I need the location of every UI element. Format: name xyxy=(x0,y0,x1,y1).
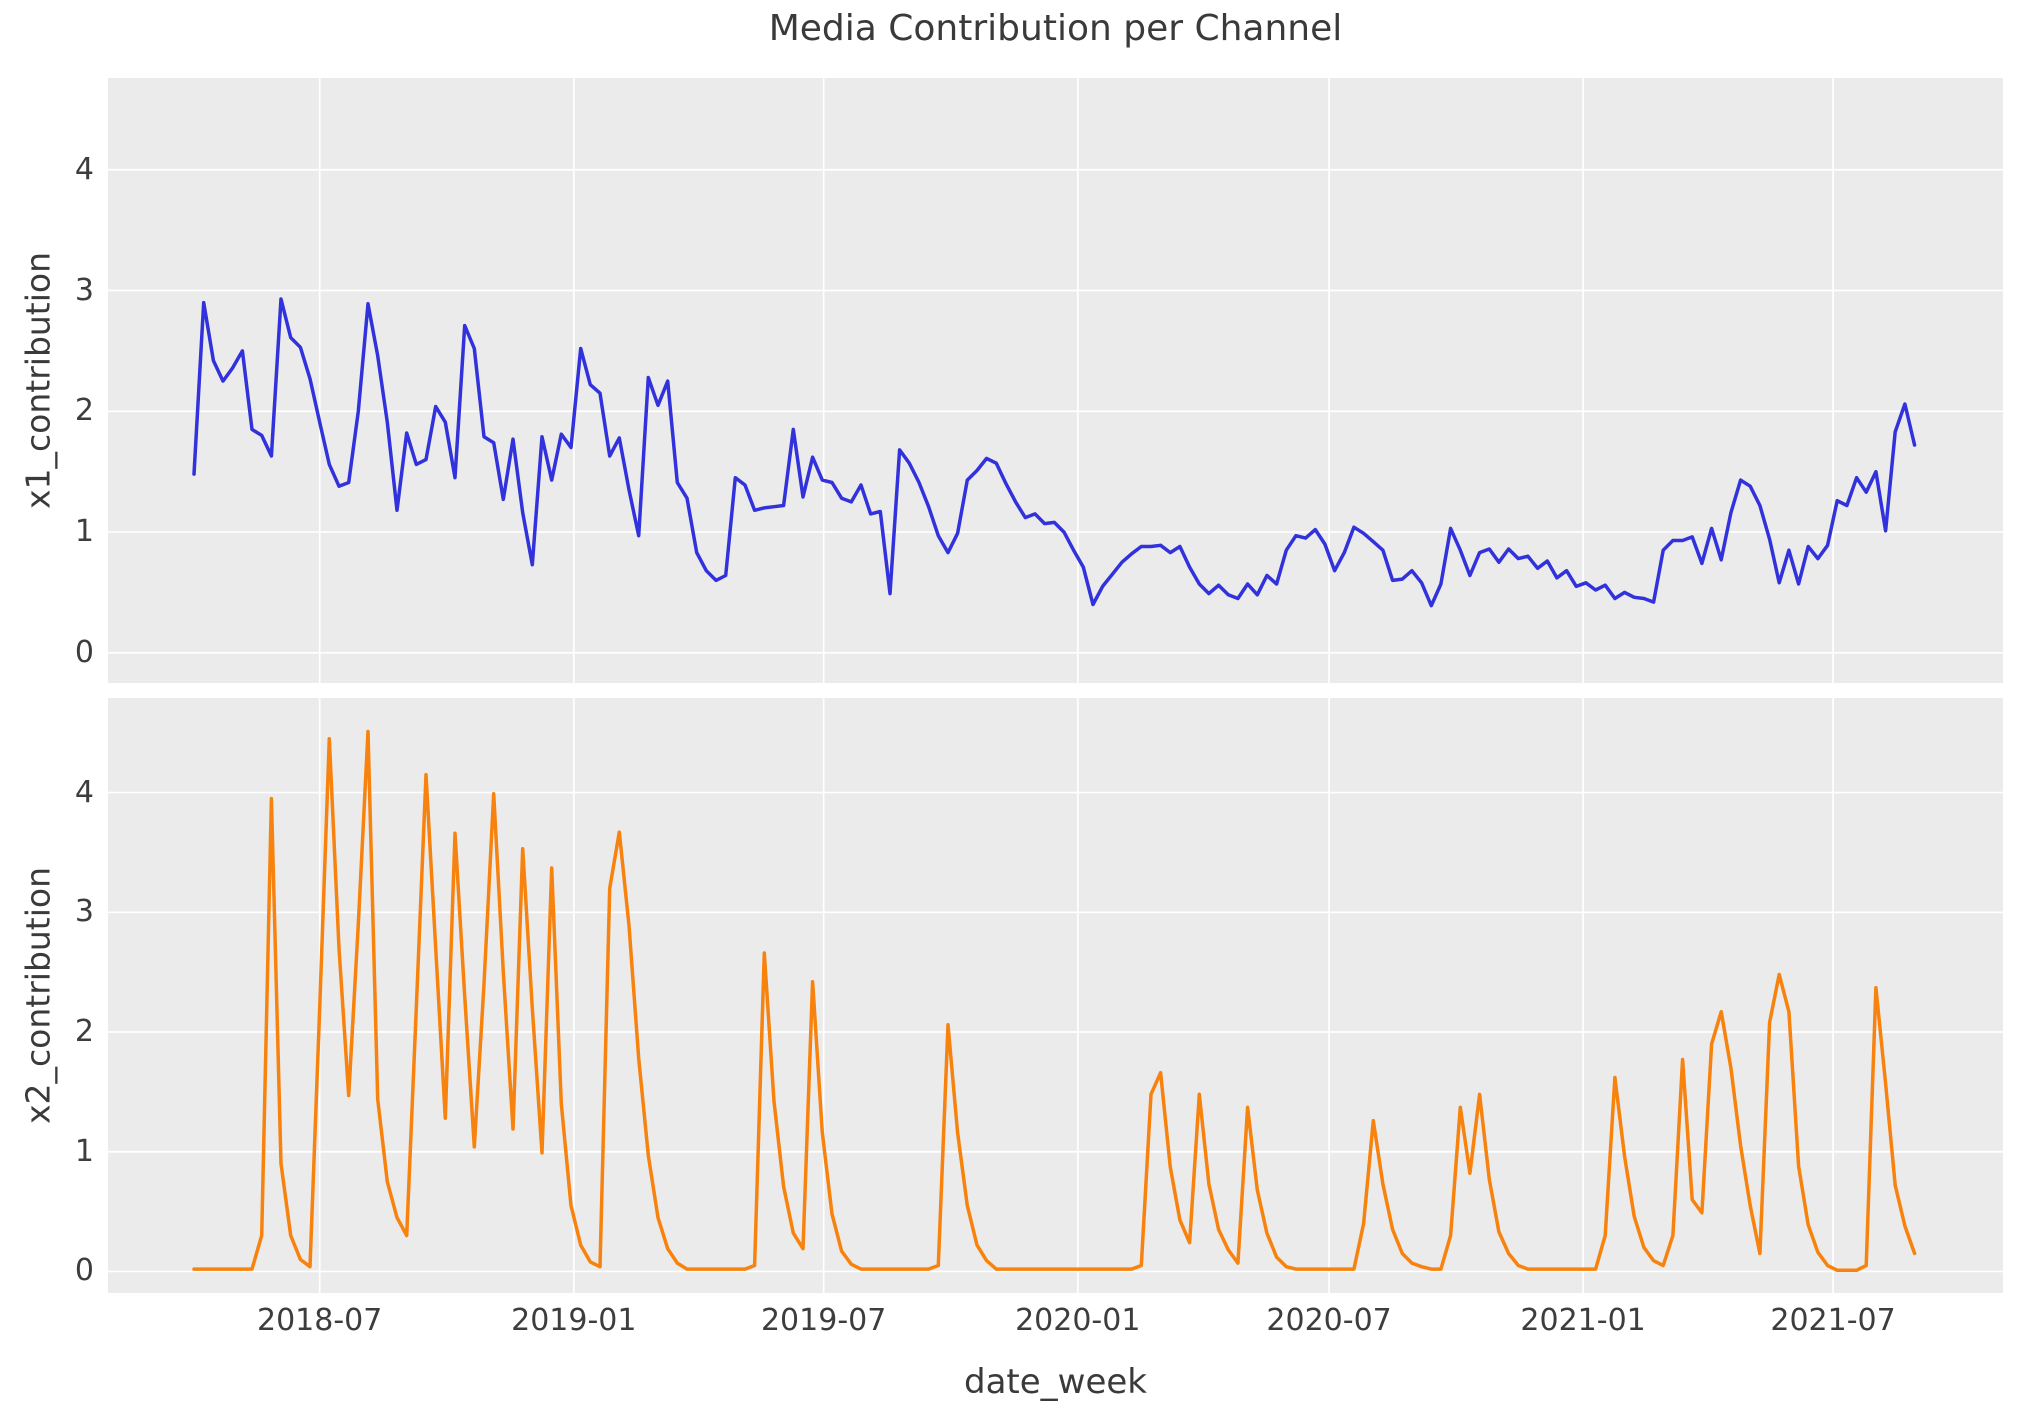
x1_contribution-ytick-3: 3 xyxy=(74,272,94,308)
xtick-2019-01: 2019-01 xyxy=(511,1303,637,1338)
x1_contribution-ytick-0: 0 xyxy=(74,634,94,670)
x1-contribution-plot-area xyxy=(108,78,2003,683)
x1_contribution-ytick-2: 2 xyxy=(74,393,94,429)
x-axis-label: date_week xyxy=(964,1362,1147,1402)
xtick-2020-01: 2020-01 xyxy=(1015,1303,1141,1338)
x1_contribution-ytick-1: 1 xyxy=(74,514,94,550)
x2_contribution-line xyxy=(192,729,1917,1273)
xtick-2020-07: 2020-07 xyxy=(1266,1303,1392,1338)
xtick-2021-07: 2021-07 xyxy=(1770,1303,1896,1338)
x2-contribution-plot-area xyxy=(108,698,2003,1293)
x2_contribution-svg xyxy=(108,698,2003,1293)
xtick-2018-07: 2018-07 xyxy=(256,1303,383,1338)
x1_contribution-ytick-4: 4 xyxy=(74,151,94,187)
chart-title: Media Contribution per Channel xyxy=(768,8,1343,49)
x1_contribution-svg xyxy=(108,78,2003,683)
x2_contribution-ytick-4: 4 xyxy=(74,774,94,810)
x2_contribution-ytick-0: 0 xyxy=(74,1253,94,1289)
xtick-2021-01: 2021-01 xyxy=(1520,1303,1646,1338)
x2_contribution-ytick-3: 3 xyxy=(74,894,94,930)
x2_contribution-ytick-2: 2 xyxy=(74,1014,94,1049)
xtick-2019-07: 2019-07 xyxy=(760,1303,887,1338)
x1_contribution-line xyxy=(192,297,1917,608)
x2_contribution-ytick-1: 1 xyxy=(74,1133,94,1169)
